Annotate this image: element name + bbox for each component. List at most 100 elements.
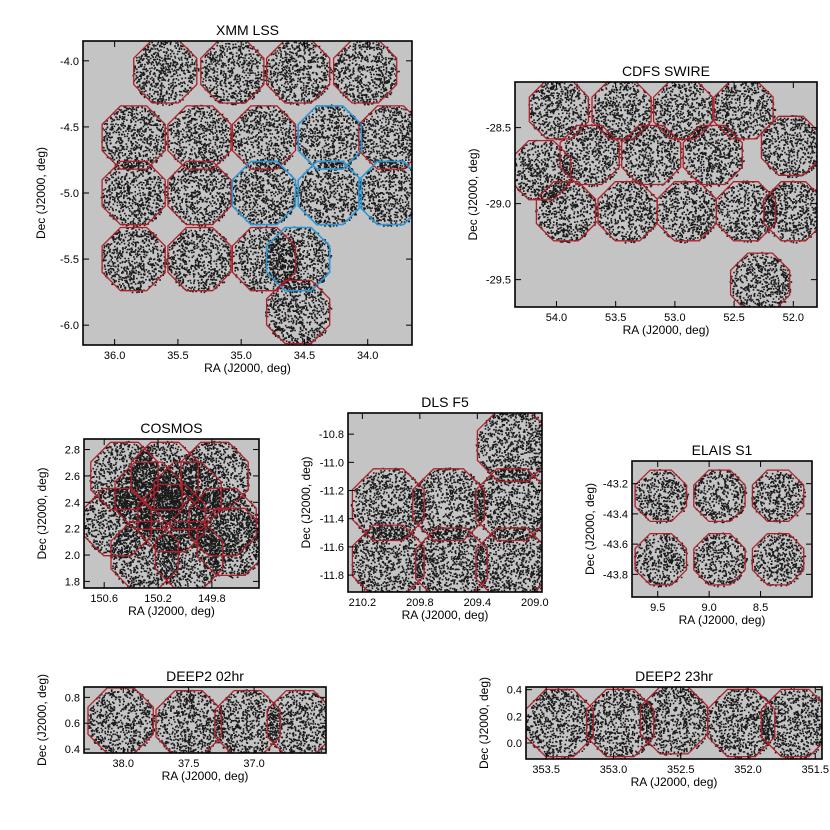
x-tick-label: 352.0 bbox=[734, 764, 762, 776]
field-outline-2 bbox=[585, 688, 655, 758]
y-axis-label: Dec (J2000, deg) bbox=[35, 674, 49, 766]
x-tick-label: 353.5 bbox=[532, 764, 560, 776]
y-tick-label: -29.0 bbox=[486, 199, 511, 211]
x-tick-label: 35.0 bbox=[230, 350, 251, 362]
field-outline-1 bbox=[133, 41, 198, 104]
field-outline-1 bbox=[90, 441, 159, 511]
field-outline-16 bbox=[167, 226, 232, 292]
x-tick-label: 9.5 bbox=[650, 602, 665, 614]
y-axis-label: Dec (J2000, deg) bbox=[477, 677, 491, 769]
x-tick-label: 149.8 bbox=[198, 593, 226, 605]
panel-dls: 210.2 209.8 209.4 209.0 -10.8 -11.0 -11.2 -11.4… bbox=[299, 394, 549, 622]
y-tick-label: -11.4 bbox=[320, 514, 344, 526]
x-tick-label: 209.0 bbox=[521, 597, 549, 609]
y-axis-label: Dec (J2000, deg) bbox=[466, 148, 480, 240]
field-outline-14 bbox=[763, 181, 817, 242]
x-tick-label: 35.5 bbox=[167, 350, 188, 362]
field-outline-2 bbox=[130, 441, 199, 511]
y-tick-label: -43.2 bbox=[603, 479, 628, 491]
y-axis-label: Dec (J2000, deg) bbox=[583, 483, 597, 575]
field-outline-1 bbox=[634, 469, 688, 523]
field-outline-5 bbox=[153, 461, 222, 530]
panel-title: ELAIS S1 bbox=[692, 442, 753, 458]
y-tick-label: 0.6 bbox=[65, 718, 80, 730]
panel-title: DLS F5 bbox=[421, 394, 469, 410]
x-axis-label: RA (J2000, deg) bbox=[402, 608, 489, 622]
source-points bbox=[350, 413, 542, 592]
y-tick-label: -29.5 bbox=[486, 275, 511, 287]
y-tick-label: -5.5 bbox=[60, 254, 79, 266]
panel-title: XMM LSS bbox=[216, 22, 279, 38]
y-tick-label: 0.4 bbox=[65, 744, 80, 756]
y-tick-label: 1.8 bbox=[65, 576, 80, 588]
field-outline-4 bbox=[634, 532, 688, 586]
plot-frame bbox=[631, 460, 813, 598]
field-outline-5 bbox=[559, 124, 620, 186]
field-outline-3 bbox=[751, 469, 805, 523]
field-outline-12 bbox=[656, 181, 717, 242]
field-outline-10 bbox=[535, 181, 597, 242]
field-outline-3 bbox=[265, 41, 331, 104]
y-tick-label: -6.0 bbox=[60, 320, 79, 332]
y-tick-label: 2.8 bbox=[65, 445, 80, 457]
y-axis-label: Dec (J2000, deg) bbox=[35, 467, 49, 559]
field-outline-5 bbox=[760, 688, 822, 758]
x-tick-label: 34.0 bbox=[357, 350, 378, 362]
source-points bbox=[100, 41, 412, 345]
field-outline-12 bbox=[231, 160, 297, 226]
x-tick-label: 53.0 bbox=[664, 312, 685, 324]
field-outline-6 bbox=[751, 532, 805, 586]
panel-cosmos: 150.6 150.2 149.8 1.8 2.0 2.2 2.4 2.6 2.8 COSMOS R… bbox=[35, 420, 260, 618]
field-outline-7 bbox=[682, 124, 743, 186]
x-tick-label: 36.0 bbox=[104, 350, 125, 362]
panel-cdfs: 54.0 53.5 53.0 52.5 52.0 -28.5 -29.0 -29.5 CDFS … bbox=[466, 63, 818, 337]
field-outline-2 bbox=[693, 469, 746, 523]
x-axis-label: RA (J2000, deg) bbox=[623, 323, 710, 337]
field-outline-18 bbox=[265, 226, 331, 292]
field-outline-15 bbox=[101, 226, 166, 292]
field-outline-15 bbox=[729, 252, 791, 307]
plot-frame bbox=[347, 412, 543, 593]
y-tick-label: -10.8 bbox=[319, 429, 344, 441]
field-outline-6 bbox=[621, 124, 682, 186]
y-tick-label: 2.4 bbox=[65, 497, 80, 509]
field-outline-11 bbox=[597, 181, 658, 242]
field-outline-3 bbox=[412, 468, 486, 542]
field-outline-4 bbox=[266, 689, 326, 753]
x-tick-label: 150.2 bbox=[144, 593, 172, 605]
y-tick-label: -43.6 bbox=[603, 539, 628, 551]
y-axis-label: Dec (J2000, deg) bbox=[299, 456, 313, 548]
x-tick-label: 353.0 bbox=[600, 764, 628, 776]
x-tick-label: 209.8 bbox=[406, 597, 434, 609]
y-tick-label: -5.0 bbox=[60, 188, 79, 200]
field-outline-4 bbox=[332, 41, 398, 104]
field-outline-17 bbox=[231, 226, 297, 292]
panel-elais: 9.5 9.0 8.5 -43.2 -43.4 -43.6 -43.8 ELAIS S1 RA … bbox=[583, 442, 813, 627]
x-axis-label: RA (J2000, deg) bbox=[162, 769, 249, 783]
y-tick-label: -11.0 bbox=[320, 457, 344, 469]
y-tick-label: -11.6 bbox=[320, 542, 344, 554]
y-tick-label: -43.4 bbox=[603, 509, 628, 521]
field-outline-1 bbox=[528, 82, 590, 140]
y-tick-label: -4.0 bbox=[60, 56, 79, 68]
x-tick-label: 52.5 bbox=[723, 312, 744, 324]
panel-title: CDFS SWIRE bbox=[622, 63, 710, 79]
y-tick-label: 2.0 bbox=[65, 550, 80, 562]
field-outline-10 bbox=[101, 160, 166, 226]
field-outline-6 bbox=[414, 527, 488, 592]
x-tick-label: 150.6 bbox=[90, 593, 118, 605]
plot-frame bbox=[514, 81, 818, 308]
x-tick-label: 53.5 bbox=[605, 312, 626, 324]
source-points bbox=[634, 469, 807, 588]
field-outline-9 bbox=[515, 139, 572, 201]
x-axis-label: RA (J2000, deg) bbox=[128, 604, 215, 618]
field-outline-6 bbox=[167, 105, 232, 170]
y-tick-label: 2.6 bbox=[65, 471, 80, 483]
source-points bbox=[515, 82, 817, 307]
source-points bbox=[526, 687, 822, 759]
panel-deep2_02: 38.0 37.5 37.0 0.4 0.6 0.8 DEEP2 02hr RA (J2000… bbox=[35, 668, 327, 783]
y-tick-label: -4.5 bbox=[60, 122, 79, 134]
x-tick-label: 37.0 bbox=[243, 758, 264, 770]
y-tick-label: 0.8 bbox=[65, 692, 80, 704]
